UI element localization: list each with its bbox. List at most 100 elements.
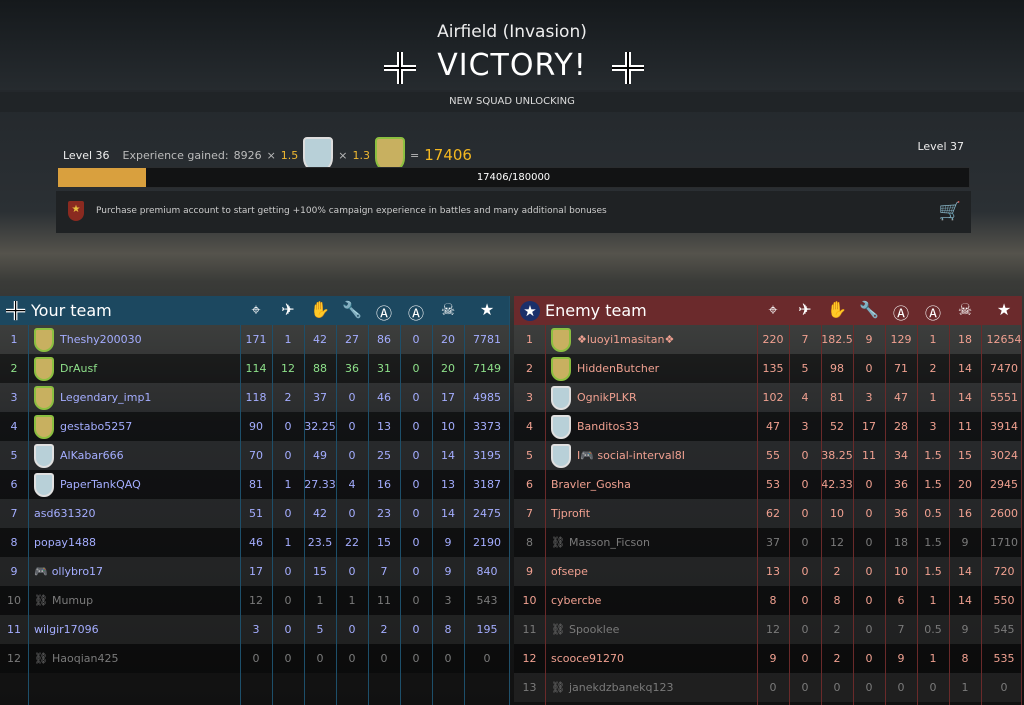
german-cross-icon bbox=[612, 52, 644, 84]
player-name[interactable]: ❖luoyi1masitan❖ bbox=[577, 333, 675, 346]
player-row[interactable]: 10 ⛓ Mumup 12 0 1 1 11 0 3 543 bbox=[0, 586, 509, 615]
player-name[interactable]: janekdzbanekq123 bbox=[568, 681, 674, 694]
player-name-cell[interactable]: Legendary_imp1 bbox=[34, 383, 240, 412]
player-name-cell[interactable]: Bravler_Gosha bbox=[551, 470, 757, 499]
player-name-cell[interactable]: I🎮 social-interval8I bbox=[551, 441, 757, 470]
player-name[interactable]: Bravler_Gosha bbox=[551, 478, 631, 491]
player-name[interactable]: ollybro17 bbox=[51, 565, 104, 578]
player-name-cell[interactable]: asd631320 bbox=[34, 499, 240, 528]
player-row[interactable]: 5 AlKabar666 70 0 49 0 25 0 14 3195 bbox=[0, 441, 509, 470]
multiplier-2: 1.3 bbox=[352, 148, 371, 162]
player-row[interactable]: 4 Banditos33 47 3 52 17 28 3 11 3914 bbox=[514, 412, 1021, 441]
player-name-cell[interactable]: ofsepe bbox=[551, 557, 757, 586]
captured-zone-icon[interactable]: Ⓐ bbox=[892, 304, 909, 323]
player-row[interactable]: 2 DrAusf 114 12 88 36 31 0 20 7149 bbox=[0, 354, 509, 383]
player-name-cell[interactable]: DrAusf bbox=[34, 354, 240, 383]
player-row[interactable]: 7 asd631320 51 0 42 0 23 0 14 2475 bbox=[0, 499, 509, 528]
player-name[interactable]: Banditos33 bbox=[577, 420, 640, 433]
player-name[interactable]: AlKabar666 bbox=[60, 449, 124, 462]
crosshair-icon[interactable]: ⌖ bbox=[251, 300, 261, 319]
player-name[interactable]: OgnikPLKR bbox=[577, 391, 637, 404]
player-name-cell[interactable]: OgnikPLKR bbox=[551, 383, 757, 412]
player-row[interactable]: 13 ⛓ janekdzbanekq123 0 0 0 0 0 0 1 0 bbox=[514, 673, 1021, 702]
player-name[interactable]: gestabo5257 bbox=[60, 420, 133, 433]
hand-icon[interactable]: ✋ bbox=[310, 300, 330, 319]
player-name-cell[interactable]: Tjprofit bbox=[551, 499, 757, 528]
player-name-cell[interactable]: 🎮 ollybro17 bbox=[34, 557, 240, 586]
player-row[interactable]: 10 cybercbe 8 0 8 0 6 1 14 550 bbox=[514, 586, 1021, 615]
player-row[interactable]: 3 OgnikPLKR 102 4 81 3 47 1 14 5551 bbox=[514, 383, 1021, 412]
player-name[interactable]: scooce91270 bbox=[551, 652, 625, 665]
wrench-icon[interactable]: 🔧 bbox=[342, 300, 362, 319]
player-name-cell[interactable]: scooce91270 bbox=[551, 644, 757, 673]
player-name[interactable]: wilgir17096 bbox=[34, 623, 99, 636]
player-name[interactable]: ofsepe bbox=[551, 565, 588, 578]
player-name-cell[interactable]: AlKabar666 bbox=[34, 441, 240, 470]
player-row[interactable]: 6 Bravler_Gosha 53 0 42.33 0 36 1.5 20 2945 bbox=[514, 470, 1021, 499]
player-row[interactable]: 11 wilgir17096 3 0 5 0 2 0 8 195 bbox=[0, 615, 509, 644]
player-row[interactable]: 11 ⛓ Spooklee 12 0 2 0 7 0.5 9 545 bbox=[514, 615, 1021, 644]
player-name[interactable]: Haoqian425 bbox=[51, 652, 119, 665]
player-row[interactable]: 1 ❖luoyi1masitan❖ 220 7 182.5 9 129 1 18 12654 bbox=[514, 325, 1022, 354]
player-name-cell[interactable]: ⛓ Masson_Ficson bbox=[551, 528, 757, 557]
star-icon[interactable]: ★ bbox=[996, 300, 1012, 319]
player-name-cell[interactable]: ⛓ Spooklee bbox=[551, 615, 757, 644]
player-name[interactable]: PaperTankQAQ bbox=[60, 478, 141, 491]
player-name-cell[interactable]: ⛓ Mumup bbox=[34, 586, 240, 615]
player-name-cell[interactable]: popay1488 bbox=[34, 528, 240, 557]
column-divider bbox=[272, 325, 273, 705]
player-row[interactable]: 4 gestabo5257 90 0 32.25 0 13 0 10 3373 bbox=[0, 412, 509, 441]
plane-vs-tank-icon[interactable]: ✈ bbox=[281, 300, 295, 319]
player-name-cell[interactable]: HiddenButcher bbox=[551, 354, 757, 383]
skull-icon[interactable]: ☠ bbox=[440, 300, 456, 319]
player-name-cell[interactable]: ❖luoyi1masitan❖ bbox=[551, 325, 757, 354]
skull-icon[interactable]: ☠ bbox=[957, 300, 973, 319]
player-name[interactable]: cybercbe bbox=[551, 594, 602, 607]
player-row[interactable]: 6 PaperTankQAQ 81 1 27.33 4 16 0 13 3187 bbox=[0, 470, 509, 499]
player-name-cell[interactable]: Banditos33 bbox=[551, 412, 757, 441]
stat-zone: 0 bbox=[412, 507, 420, 520]
crosshair-icon[interactable]: ⌖ bbox=[768, 300, 778, 319]
player-name[interactable]: DrAusf bbox=[60, 362, 98, 375]
player-name[interactable]: Masson_Ficson bbox=[568, 536, 650, 549]
player-name[interactable]: asd631320 bbox=[34, 507, 96, 520]
stat-plane-vs-tank: 0 bbox=[284, 507, 292, 520]
player-row[interactable]: 8 popay1488 46 1 23.5 22 15 0 9 2190 bbox=[0, 528, 509, 557]
plane-vs-tank-icon[interactable]: ✈ bbox=[798, 300, 812, 319]
player-name-cell[interactable]: PaperTankQAQ bbox=[34, 470, 240, 499]
player-name[interactable]: Theshy200030 bbox=[60, 333, 142, 346]
captured-zone-icon[interactable]: Ⓐ bbox=[375, 304, 392, 323]
player-name[interactable]: Tjprofit bbox=[551, 507, 591, 520]
player-row[interactable]: 5 I🎮 social-interval8I 55 0 38.25 11 34 1.5 15 30… bbox=[514, 441, 1021, 470]
player-name-cell[interactable]: ⛓ janekdzbanekq123 bbox=[551, 673, 757, 702]
player-name[interactable]: Spooklee bbox=[568, 623, 620, 636]
stat-crosshair: 55 bbox=[766, 449, 780, 462]
player-name-cell[interactable]: gestabo5257 bbox=[34, 412, 240, 441]
zone-icon[interactable]: Ⓐ bbox=[407, 304, 424, 323]
player-row[interactable]: 12 ⛓ Haoqian425 0 0 0 0 0 0 0 0 bbox=[0, 644, 509, 673]
player-row[interactable]: 3 Legendary_imp1 118 2 37 0 46 0 17 4985 bbox=[0, 383, 509, 412]
player-row[interactable]: 9 ofsepe 13 0 2 0 10 1.5 14 720 bbox=[514, 557, 1021, 586]
wrench-icon[interactable]: 🔧 bbox=[859, 300, 879, 319]
player-name-cell[interactable]: wilgir17096 bbox=[34, 615, 240, 644]
player-row[interactable]: 1 Theshy200030 171 1 42 27 86 0 20 7781 bbox=[0, 325, 509, 354]
star-icon[interactable]: ★ bbox=[479, 300, 495, 319]
stat-hand: 2 bbox=[833, 652, 841, 665]
player-name-cell[interactable]: cybercbe bbox=[551, 586, 757, 615]
player-name-cell[interactable]: ⛓ Haoqian425 bbox=[34, 644, 240, 673]
player-name[interactable]: Legendary_imp1 bbox=[60, 391, 152, 404]
player-name-cell[interactable]: Theshy200030 bbox=[34, 325, 240, 354]
player-row[interactable]: 12 scooce91270 9 0 2 0 9 1 8 535 bbox=[514, 644, 1021, 673]
player-row[interactable]: 7 Tjprofit 62 0 10 0 36 0.5 16 2600 bbox=[514, 499, 1021, 528]
stat-wrench: 9 bbox=[865, 333, 873, 346]
zone-icon[interactable]: Ⓐ bbox=[924, 304, 941, 323]
player-name[interactable]: I🎮 social-interval8I bbox=[577, 449, 685, 462]
player-row[interactable]: 8 ⛓ Masson_Ficson 37 0 12 0 18 1.5 9 1710 bbox=[514, 528, 1021, 557]
player-name[interactable]: HiddenButcher bbox=[577, 362, 660, 375]
player-name[interactable]: popay1488 bbox=[34, 536, 96, 549]
player-row[interactable]: 9 🎮 ollybro17 17 0 15 0 7 0 9 840 bbox=[0, 557, 509, 586]
hand-icon[interactable]: ✋ bbox=[827, 300, 847, 319]
player-row[interactable]: 2 HiddenButcher 135 5 98 0 71 2 14 7470 bbox=[514, 354, 1021, 383]
player-name[interactable]: Mumup bbox=[51, 594, 94, 607]
cart-icon[interactable]: 🛒 bbox=[938, 201, 961, 222]
